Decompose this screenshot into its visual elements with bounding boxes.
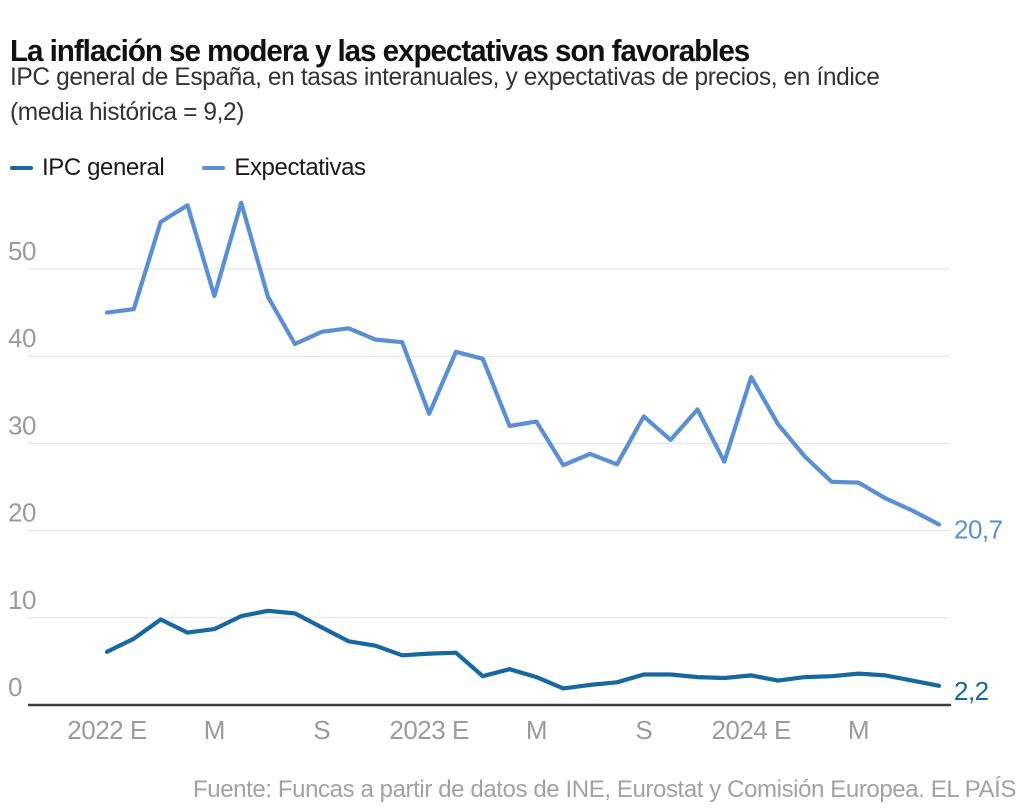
end-label-expectativas: 20,7 bbox=[954, 514, 1003, 544]
x-tick-label-m: M bbox=[526, 715, 547, 745]
end-label-ipc-general: 2,2 bbox=[954, 676, 989, 706]
y-tick-label-30: 30 bbox=[8, 410, 36, 440]
legend-swatch-expectativas bbox=[202, 166, 226, 170]
source-credit: Fuente: Funcas a partir de datos de INE,… bbox=[193, 776, 1016, 803]
subtitle-line-1: IPC general de España, en tasas interanu… bbox=[10, 63, 880, 91]
series-line-ipc-general bbox=[104, 608, 942, 691]
y-tick-label-40: 40 bbox=[8, 323, 36, 353]
subtitle-line-2: (media histórica = 9,2) bbox=[10, 98, 245, 126]
x-tick-label-m: M bbox=[848, 715, 869, 745]
y-tick-label-10: 10 bbox=[8, 585, 36, 615]
y-tick-label-50: 50 bbox=[8, 236, 36, 266]
chart-subtitle: IPC general de España, en tasas interanu… bbox=[10, 60, 880, 130]
y-tick-label-20: 20 bbox=[8, 498, 36, 528]
page-title: La inflación se modera y las expectativa… bbox=[10, 32, 750, 68]
x-tick-label-s: S bbox=[635, 715, 652, 745]
x-tick-label-2023-e: 2023 E bbox=[389, 715, 469, 745]
series-line-expectativas bbox=[104, 200, 942, 527]
legend-swatch-ipc-general bbox=[10, 166, 33, 170]
y-tick-label-0: 0 bbox=[8, 672, 22, 702]
x-tick-label-2022-e: 2022 E bbox=[67, 715, 147, 745]
x-tick-label-s: S bbox=[313, 715, 330, 745]
x-tick-label-m: M bbox=[204, 715, 225, 745]
chart-legend: IPC general Expectativas bbox=[10, 154, 366, 182]
x-tick-label-2024-e: 2024 E bbox=[711, 715, 791, 745]
legend-label-expectativas: Expectativas bbox=[234, 154, 366, 181]
legend-label-ipc-general: IPC general bbox=[42, 154, 165, 181]
legend-item-expectativas: Expectativas bbox=[202, 154, 366, 182]
legend-item-ipc-general: IPC general bbox=[10, 154, 165, 182]
